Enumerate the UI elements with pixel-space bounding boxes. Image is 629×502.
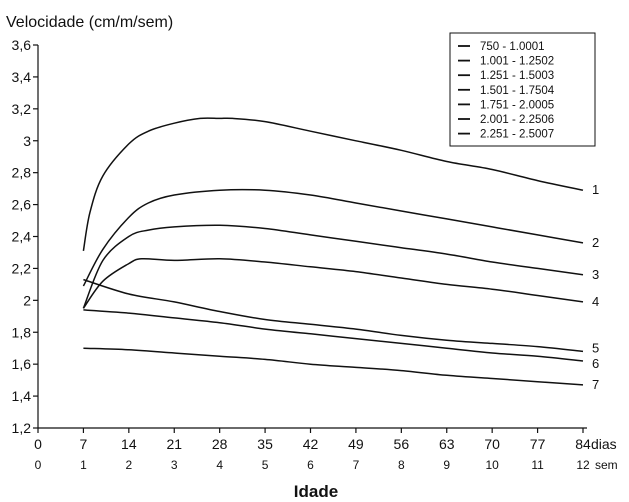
x-tick-label-weeks: 11 (531, 458, 544, 472)
y-axis-title: Velocidade (cm/m/sem) (6, 14, 173, 31)
series-line-4 (82, 257, 584, 309)
series-end-label-7: 7 (592, 377, 599, 392)
x-tick-label-weeks: 12 (576, 458, 590, 472)
legend-entry: 750 - 1.0001 (480, 41, 545, 53)
legend-entry: 1.501 - 1.7504 (480, 85, 555, 97)
x-tick-label-days: 0 (34, 436, 42, 452)
series-end-labels: 7 65 4 3 2 1 (592, 182, 599, 392)
x-tick-label-weeks: 1 (80, 458, 87, 472)
y-tick-label: 1,2 (12, 420, 32, 436)
axes: 1,21,41,61,822,22,42,62,833,23,43,60 7 14 2… (12, 37, 618, 472)
y-tick-label: 3,4 (12, 69, 32, 85)
y-tick-label: 2,8 (12, 165, 32, 181)
series-lines (82, 117, 584, 386)
x-unit-weeks: sem (595, 458, 618, 472)
x-tick-label-weeks: 4 (216, 458, 223, 472)
x-tick-label-days: 63 (439, 436, 455, 452)
x-tick-label-days: 84 (575, 436, 591, 452)
series-line-3 (83, 278, 584, 353)
x-tick-label-weeks: 3 (171, 458, 178, 472)
y-tick-label: 2,6 (12, 197, 32, 213)
series-line-2 (83, 309, 584, 362)
x-tick-label-days: 21 (166, 436, 182, 452)
series-end-label-3: 3 (592, 267, 599, 282)
x-tick-label-weeks: 5 (262, 458, 269, 472)
x-axis-title: Idade (294, 482, 338, 501)
x-tick-label-weeks: 10 (485, 458, 499, 472)
y-tick-label: 2,2 (12, 260, 32, 276)
x-unit-days: dias (591, 436, 617, 452)
x-tick-label-days: 42 (303, 436, 319, 452)
x-tick-label-days: 49 (348, 436, 364, 452)
x-tick-label-days: 77 (530, 436, 546, 452)
y-tick-label: 3,2 (12, 101, 32, 117)
x-tick-label-days: 70 (484, 436, 500, 452)
series-end-label-2: 2 (592, 235, 599, 250)
x-tick-label-weeks: 2 (125, 458, 132, 472)
series-end-label-1: 1 (592, 182, 599, 197)
x-tick-label-weeks: 8 (398, 458, 405, 472)
series-line-1 (83, 347, 584, 386)
y-tick-label: 1,6 (12, 356, 32, 372)
y-tick-label: 3,6 (12, 37, 32, 53)
x-tick-label-weeks: 0 (35, 458, 42, 472)
y-tick-label: 2,4 (12, 229, 32, 245)
series-end-label-4: 4 (592, 294, 599, 309)
series-line-6 (82, 188, 584, 287)
y-tick-label: 2 (23, 292, 31, 308)
x-tick-label-days: 14 (121, 436, 137, 452)
y-tick-label: 3 (23, 133, 31, 149)
series-line-7 (82, 117, 584, 252)
y-tick-label: 1,4 (12, 388, 32, 404)
series-end-label-5: 5 (592, 340, 599, 355)
legend-entry: 1.751 - 2.0005 (480, 99, 554, 111)
x-tick-label-weeks: 6 (307, 458, 314, 472)
legend: 750 - 1.0001 1.001 - 1.2502 1.251 - 1.5003… (449, 32, 596, 147)
legend-entry: 1.251 - 1.5003 (480, 70, 554, 82)
series-end-label-6: 6 (592, 356, 599, 371)
x-tick-label-days: 56 (394, 436, 410, 452)
x-tick-label-weeks: 9 (443, 458, 450, 472)
x-tick-label-days: 28 (212, 436, 228, 452)
y-tick-label: 1,8 (12, 324, 32, 340)
x-tick-label-days: 35 (257, 436, 273, 452)
legend-entry: 2.001 - 2.2506 (480, 114, 554, 126)
x-tick-label-days: 7 (80, 436, 88, 452)
series-line-5 (82, 224, 584, 309)
legend-entry: 1.001 - 1.2502 (480, 56, 554, 68)
legend-entry: 2.251 - 2.5007 (480, 129, 554, 141)
x-tick-label-weeks: 7 (353, 458, 360, 472)
legend-box (449, 32, 596, 147)
